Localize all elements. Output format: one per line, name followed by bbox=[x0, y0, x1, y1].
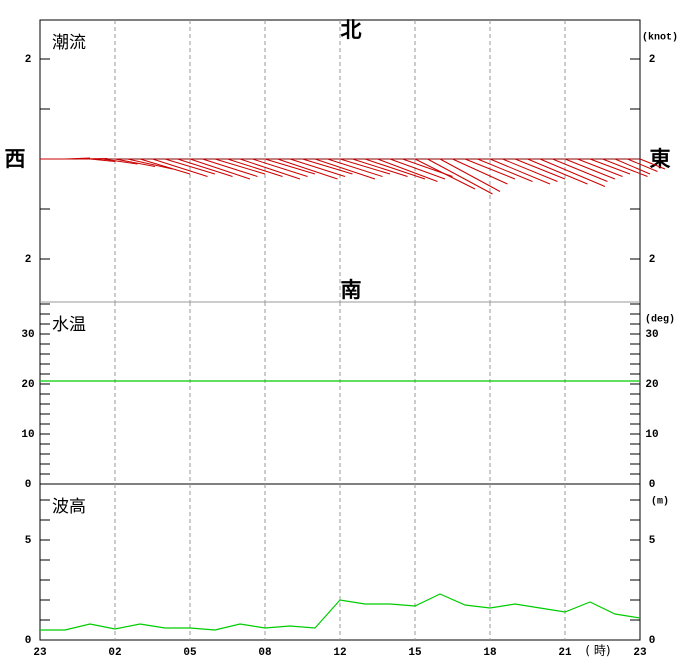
current-vector bbox=[627, 158, 658, 172]
current-vector bbox=[427, 158, 493, 195]
current-vector bbox=[439, 158, 501, 192]
y-tick-label: 2 bbox=[25, 54, 32, 66]
compass-west: 西 bbox=[5, 147, 26, 171]
x-axis-label: ( 時) bbox=[585, 644, 610, 658]
y-tick-label: 30 bbox=[645, 329, 658, 341]
current-vector bbox=[477, 158, 533, 182]
y-tick-label: 2 bbox=[649, 54, 656, 66]
y-tick-label: 10 bbox=[645, 429, 658, 441]
current-vector bbox=[589, 158, 631, 175]
panel-label: 潮流 bbox=[52, 33, 86, 53]
current-vector bbox=[414, 158, 476, 190]
y-tick-label: 0 bbox=[25, 635, 32, 647]
current-vector bbox=[114, 158, 156, 167]
compass-north: 北 bbox=[341, 18, 362, 42]
current-vector bbox=[339, 158, 391, 175]
unit-label: (m) bbox=[651, 496, 669, 508]
current-vector bbox=[227, 158, 283, 177]
current-vector bbox=[552, 158, 608, 182]
x-tick-label: 08 bbox=[258, 647, 272, 659]
current-vector bbox=[152, 158, 208, 177]
unit-label: (deg) bbox=[645, 314, 675, 326]
current-vector bbox=[277, 158, 338, 180]
current-vector bbox=[602, 158, 648, 177]
current-vector bbox=[214, 158, 266, 175]
current-vector bbox=[289, 158, 346, 177]
current-vector bbox=[189, 158, 251, 180]
panel-label: 波高 bbox=[52, 497, 86, 517]
x-tick-label: 23 bbox=[633, 647, 647, 659]
current-vector bbox=[614, 158, 651, 175]
line-series bbox=[40, 593, 641, 631]
current-vector bbox=[102, 158, 138, 165]
y-tick-label: 2 bbox=[649, 254, 656, 266]
y-tick-label: 20 bbox=[21, 379, 34, 391]
y-tick-label: 30 bbox=[21, 329, 34, 341]
current-vector bbox=[127, 158, 173, 170]
current-vector bbox=[352, 158, 408, 177]
current-vector bbox=[452, 158, 508, 185]
current-vector bbox=[252, 158, 308, 177]
x-tick-label: 18 bbox=[483, 647, 497, 659]
x-tick-label: 15 bbox=[408, 647, 422, 659]
current-vector bbox=[464, 158, 516, 180]
x-tick-label: 02 bbox=[108, 647, 121, 659]
current-vector bbox=[389, 158, 446, 180]
x-tick-label: 12 bbox=[333, 647, 346, 659]
current-vector bbox=[502, 158, 558, 182]
current-vector bbox=[239, 158, 301, 180]
current-vector bbox=[139, 158, 191, 175]
y-tick-label: 5 bbox=[25, 535, 32, 547]
current-vector bbox=[639, 158, 666, 170]
panel-label: 水温 bbox=[52, 315, 86, 335]
x-tick-label: 05 bbox=[183, 647, 197, 659]
current-vector bbox=[202, 158, 258, 177]
y-tick-label: 20 bbox=[645, 379, 658, 391]
current-vector bbox=[364, 158, 426, 180]
current-vector bbox=[377, 158, 438, 182]
y-tick-label: 5 bbox=[649, 535, 656, 547]
current-vector bbox=[577, 158, 623, 177]
current-vector bbox=[514, 158, 566, 180]
x-tick-label: 21 bbox=[558, 647, 572, 659]
unit-label: (knot) bbox=[642, 32, 678, 44]
current-vector bbox=[164, 158, 216, 175]
current-vector bbox=[177, 158, 233, 177]
current-vector bbox=[327, 158, 383, 177]
current-vector bbox=[489, 158, 551, 185]
compass-south: 南 bbox=[341, 278, 362, 302]
y-tick-label: 2 bbox=[25, 254, 32, 266]
y-tick-label: 0 bbox=[649, 479, 656, 491]
current-vector bbox=[314, 158, 376, 180]
y-tick-label: 10 bbox=[21, 429, 34, 441]
current-vector bbox=[264, 158, 316, 175]
current-vector bbox=[302, 158, 353, 175]
current-vector bbox=[564, 158, 616, 180]
y-tick-label: 0 bbox=[649, 635, 656, 647]
current-vector bbox=[527, 158, 588, 185]
y-tick-label: 0 bbox=[25, 479, 32, 491]
current-vector bbox=[89, 158, 116, 162]
current-vector bbox=[539, 158, 606, 187]
x-tick-label: 23 bbox=[33, 647, 47, 659]
